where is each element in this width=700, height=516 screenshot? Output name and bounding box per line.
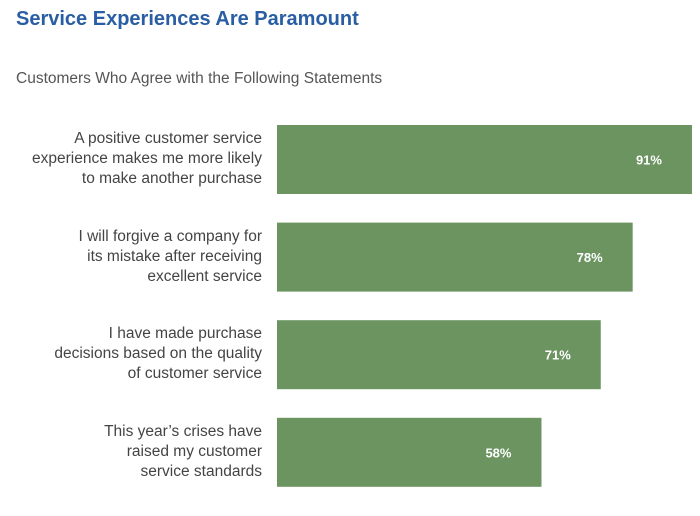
bar-2	[277, 222, 633, 292]
category-label-line: I have made purchase	[108, 325, 262, 343]
chart-subtitle: Customers Who Agree with the Following S…	[16, 70, 383, 87]
category-label-line: This year’s crises have	[104, 422, 262, 440]
category-label-line: experience makes me more likely	[31, 150, 262, 167]
bar-3	[277, 320, 601, 390]
category-label-line: to make another purchase	[81, 170, 262, 187]
category-label-line: of customer service	[127, 365, 262, 383]
category-label-3: I have made purchase decisions based on t…	[2, 324, 262, 384]
bar-4	[277, 417, 542, 487]
category-label-4: This year’s crises have raised my custome…	[2, 422, 262, 482]
bar-1	[277, 125, 692, 194]
category-label-line: A positive customer service	[74, 130, 262, 147]
category-label-line: decisions based on the quality	[54, 345, 262, 363]
category-label-1: A positive customer service experience ma…	[2, 129, 262, 189]
category-label-line: excellent service	[147, 267, 262, 285]
category-label-line: service standards	[140, 462, 262, 480]
category-label-line: I will forgive a company for	[78, 227, 263, 245]
category-label-line: raised my customer	[126, 442, 262, 460]
bar-value-label-2: 78%	[577, 250, 603, 265]
category-label-2: I will forgive a company for its mistake …	[2, 227, 263, 287]
bar-value-label-3: 71%	[545, 348, 571, 363]
category-label-line: its mistake after receiving	[87, 247, 262, 265]
bar-value-label-1: 91%	[636, 153, 662, 168]
chart-title: Service Experiences Are Paramount	[16, 8, 359, 30]
bar-value-label-4: 58%	[485, 445, 511, 460]
